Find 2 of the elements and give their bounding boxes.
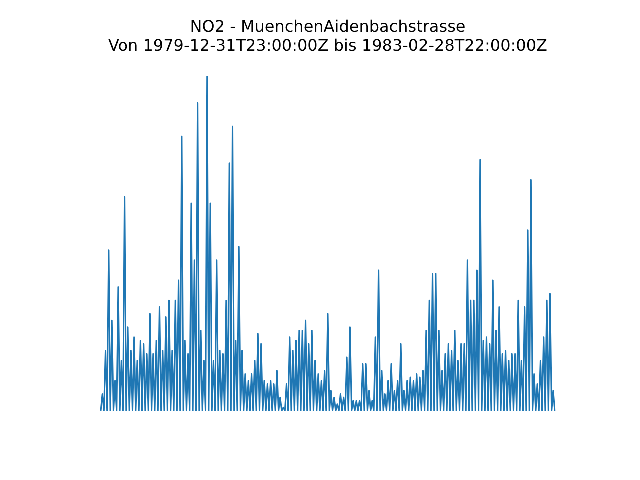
chart-subtitle: Von 1979-12-31T23:00:00Z bis 1983-02-28T22:00:00Z (108, 36, 548, 55)
chart-title: NO2 - MuenchenAidenbachstrasse (190, 16, 466, 36)
